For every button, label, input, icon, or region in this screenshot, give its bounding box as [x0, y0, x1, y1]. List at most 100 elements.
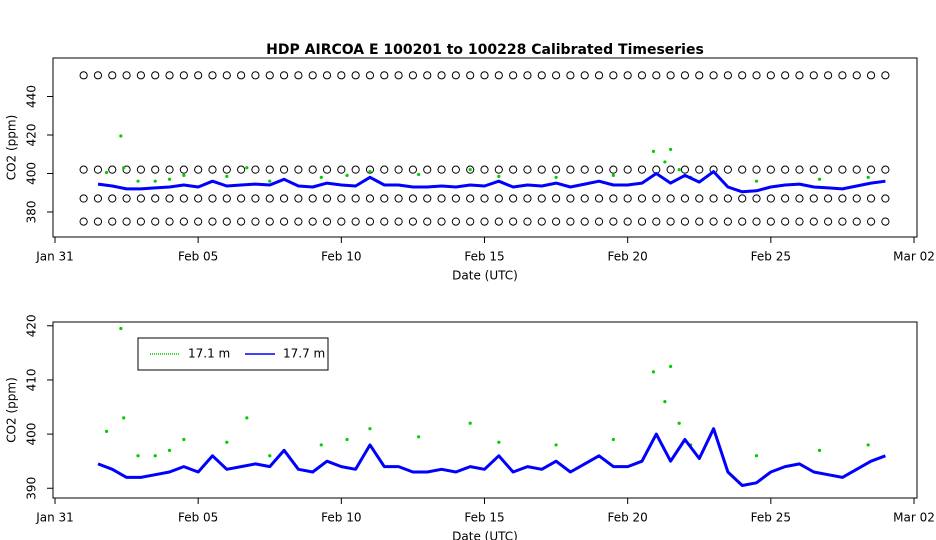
calibration-point [466, 194, 475, 203]
calibration-point [279, 194, 289, 203]
data-point [122, 416, 126, 420]
calibration-point [881, 71, 890, 80]
calibration-point [680, 71, 690, 80]
calibration-point [165, 71, 174, 80]
y-tick-label: 420 [25, 314, 39, 337]
calibration-point [380, 165, 389, 174]
calibration-point [852, 217, 861, 226]
calibration-point [165, 217, 174, 226]
data-point [153, 454, 157, 458]
y-tick-label: 380 [25, 201, 39, 224]
calibration-point [308, 71, 317, 80]
calibration-point [423, 217, 432, 226]
calibration-point [594, 217, 604, 226]
calibration-point [79, 194, 88, 203]
calibration-point [322, 217, 332, 226]
calibration-point [480, 194, 489, 203]
calibration-point [695, 165, 704, 174]
calibration-point [637, 194, 647, 203]
calibration-point [408, 194, 418, 203]
x-axis-title: Date (UTC) [452, 530, 518, 540]
calibration-point [752, 194, 761, 203]
calibration-point [866, 194, 876, 203]
calibration-point [451, 194, 460, 203]
calibration-point [509, 217, 518, 226]
data-point [866, 443, 870, 447]
calibration-point [322, 71, 332, 80]
data-point [345, 173, 349, 178]
data-line [97, 170, 886, 194]
calibration-point [637, 71, 647, 80]
data-point [104, 170, 109, 175]
x-tick-label: Feb 05 [178, 250, 218, 264]
calibration-point [423, 194, 432, 203]
y-tick-label: 400 [25, 162, 39, 185]
calibration-point [466, 165, 475, 174]
calibration-point [351, 71, 360, 80]
data-point [136, 454, 140, 458]
calibration-point [795, 165, 804, 174]
calibration-point [79, 71, 88, 80]
calibration-point [165, 194, 174, 203]
plot-area [79, 71, 890, 226]
calibration-point [609, 217, 618, 226]
calibration-point [752, 217, 761, 226]
calibration-point [237, 217, 246, 226]
calibration-point [337, 71, 346, 80]
data-point [754, 454, 759, 458]
calibration-point [523, 165, 532, 174]
data-point [417, 172, 421, 177]
calibration-point [408, 71, 418, 80]
calibration-point [93, 71, 103, 80]
calibration-point [537, 71, 546, 80]
calibration-point [194, 194, 203, 203]
calibration-point [580, 165, 589, 174]
calibration-point [809, 71, 818, 80]
legend-label: 17.1 m [188, 347, 230, 361]
calibration-point [179, 165, 188, 174]
calibration-point [766, 165, 775, 174]
calibration-point [294, 194, 303, 203]
calibration-point [666, 165, 675, 174]
calibration-point [652, 71, 661, 80]
calibration-point [136, 71, 145, 80]
x-tick-label: Jan 31 [35, 511, 74, 525]
calibration-point [179, 217, 188, 226]
calibration-point [824, 71, 833, 80]
calibration-point [394, 194, 403, 203]
calibration-point [494, 194, 503, 203]
calibration-point [580, 71, 589, 80]
calibration-point [781, 194, 790, 203]
calibration-point [194, 165, 203, 174]
calibration-point [365, 165, 375, 174]
calibration-point [437, 217, 446, 226]
calibration-point [838, 165, 847, 174]
calibration-point [108, 165, 117, 174]
calibration-point [523, 71, 532, 80]
x-tick-label: Feb 25 [751, 511, 791, 525]
calibration-point [523, 217, 532, 226]
data-point [167, 177, 172, 181]
x-tick-label: Jan 31 [35, 250, 74, 264]
calibration-point [108, 71, 117, 80]
calibration-point [609, 165, 618, 174]
calibration-point [251, 194, 260, 203]
data-point [225, 174, 229, 178]
data-point [651, 149, 656, 153]
calibration-point [551, 71, 561, 80]
calibration-point [509, 165, 518, 174]
x-axis-title: Date (UTC) [452, 269, 518, 283]
calibration-point [122, 194, 131, 203]
calibration-point [394, 165, 403, 174]
data-point [663, 400, 667, 404]
calibration-point [609, 71, 618, 80]
calibration-point [294, 165, 303, 174]
calibration-point [652, 217, 661, 226]
calibration-point [308, 165, 317, 174]
chart-title: HDP AIRCOA E 100201 to 100228 Calibrated… [266, 42, 704, 58]
calibration-point [838, 217, 847, 226]
calibration-point [494, 217, 503, 226]
calibration-point [494, 71, 503, 80]
data-point [497, 440, 501, 444]
data-point [122, 166, 126, 170]
